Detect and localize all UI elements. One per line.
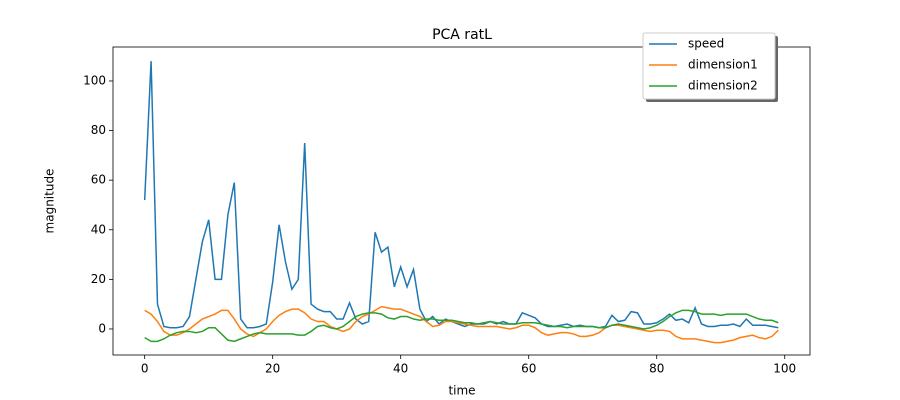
y-axis-label: magnitude — [43, 169, 57, 234]
series-line — [143, 61, 779, 329]
x-tick-label: 40 — [393, 362, 408, 376]
y-tick-label: 80 — [91, 123, 106, 137]
legend-label: dimension2 — [688, 79, 758, 93]
x-tick-label: 0 — [141, 362, 149, 376]
y-tick-label: 60 — [91, 173, 106, 187]
x-tick-label: 60 — [521, 362, 536, 376]
legend-label: dimension1 — [688, 58, 758, 72]
legend — [642, 32, 776, 100]
y-tick-label: 20 — [91, 272, 106, 286]
series-line — [144, 309, 779, 343]
chart-title: PCA ratL — [432, 27, 492, 43]
legend-label: speed — [688, 37, 724, 51]
y-tick-label: 100 — [83, 73, 106, 87]
x-tick-label: 20 — [265, 362, 280, 376]
plot-frame — [112, 46, 811, 356]
y-tick-label: 40 — [91, 222, 106, 236]
y-tick-label: 0 — [98, 321, 106, 335]
x-tick-label: 100 — [773, 362, 796, 376]
x-axis-label: time — [448, 384, 475, 398]
x-tick-label: 80 — [649, 362, 664, 376]
